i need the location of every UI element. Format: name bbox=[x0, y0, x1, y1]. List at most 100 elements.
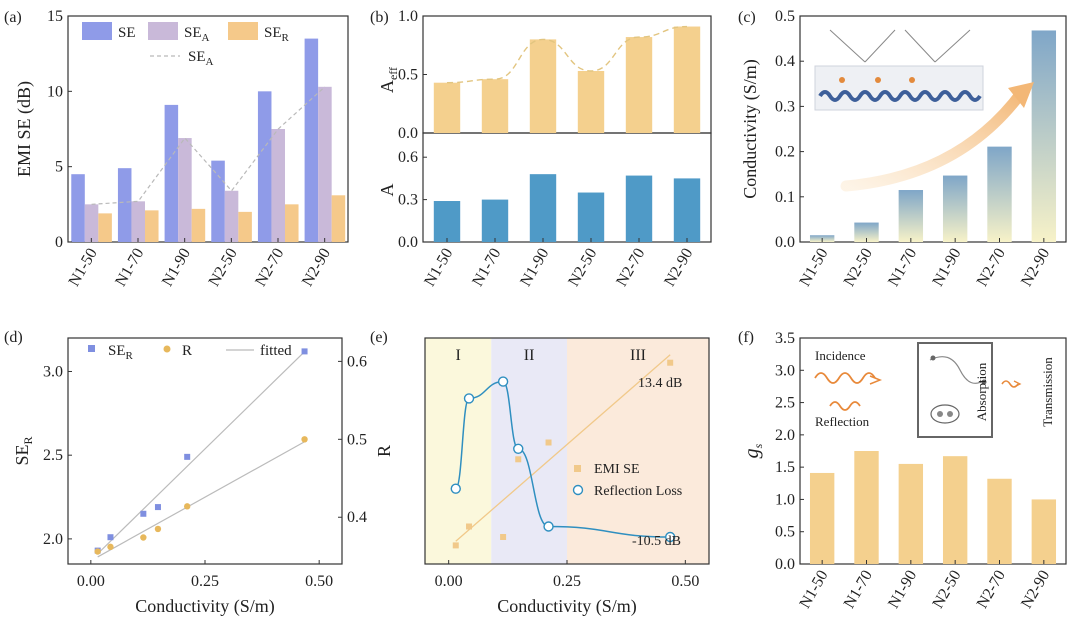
bar-a-eff bbox=[625, 37, 653, 134]
y-tick-label: 0.4 bbox=[775, 53, 795, 70]
panel-b-top-frame bbox=[422, 15, 712, 134]
region-label: III bbox=[630, 347, 646, 364]
panel-a-legend: SE SEA SER SEA bbox=[82, 22, 290, 68]
y-tick-label: 2.0 bbox=[43, 531, 63, 548]
point-r bbox=[107, 543, 114, 551]
point-emi-se bbox=[667, 359, 674, 366]
inset-carrier-1 bbox=[839, 77, 845, 83]
point-emi-se bbox=[515, 456, 522, 463]
bar-a bbox=[625, 175, 653, 242]
inset-ray-3 bbox=[904, 29, 936, 63]
inset-carrier-2 bbox=[875, 77, 881, 83]
bar-a bbox=[529, 174, 557, 242]
x-tick-label: N1-70 bbox=[885, 246, 920, 290]
x-tick-label: 0.00 bbox=[435, 573, 463, 590]
inset-fiber-chain bbox=[818, 90, 982, 102]
y-tick-label: 1.0 bbox=[775, 491, 795, 508]
region-1 bbox=[425, 338, 492, 564]
y-tick-label: 0.0 bbox=[775, 234, 795, 251]
inset-reflected-wave bbox=[829, 401, 861, 411]
panel-e-legend: EMI SE Reflection Loss bbox=[572, 462, 682, 499]
point-se-r bbox=[107, 534, 114, 541]
y-tick-label: 3.5 bbox=[775, 330, 795, 347]
bar-gs bbox=[1031, 499, 1057, 564]
y-tick-label: 2.5 bbox=[775, 395, 795, 412]
inset-ray-4 bbox=[934, 29, 971, 63]
legend-swatch-se-r bbox=[228, 22, 258, 40]
y-tick-label: 2.0 bbox=[775, 427, 795, 444]
point-emi-se bbox=[500, 534, 507, 540]
legend-marker-se-r bbox=[88, 345, 95, 352]
inset-label-absorption: Absorption bbox=[974, 362, 989, 421]
inset-incident-wave bbox=[814, 372, 876, 384]
panel-c-trend-arrow bbox=[840, 86, 1028, 192]
bar bbox=[164, 104, 179, 242]
panel-c-trend-arrow-head bbox=[1008, 82, 1034, 108]
panel-d-legend: SER R fitted bbox=[88, 343, 292, 362]
bar-gs bbox=[809, 472, 835, 564]
panel-label-b: (b) bbox=[370, 9, 389, 26]
bar bbox=[145, 210, 159, 242]
y-tick-label: 0.6 bbox=[398, 149, 418, 166]
x-tick-label: N1-50 bbox=[66, 246, 101, 290]
y-tick-label: 1.5 bbox=[775, 459, 795, 476]
x-tick-label: N2-90 bbox=[299, 246, 334, 290]
x-tick-label: 0.50 bbox=[671, 573, 699, 590]
bar-conductivity bbox=[987, 146, 1012, 242]
inset-substrate bbox=[814, 65, 984, 111]
panel-c: 0.0 0.1 0.2 0.3 0.4 0.5 N1-50 N2-50 N1-70 N1-90 N… bbox=[740, 8, 1067, 290]
y-tick-label: 0.0 bbox=[398, 234, 418, 251]
x-tick-label: N1-90 bbox=[159, 246, 194, 290]
x-tick-label: 0.50 bbox=[305, 573, 333, 590]
bar bbox=[98, 213, 112, 242]
x-tick-label: N1-50 bbox=[796, 246, 831, 290]
bar-gs bbox=[854, 451, 879, 564]
panel-d-y-axis-label: SER bbox=[12, 436, 35, 465]
inset-label-transmission: Transmission bbox=[1040, 357, 1055, 427]
y-tick-label: 0.2 bbox=[775, 144, 795, 161]
inset-label-incidence: Incidence bbox=[815, 348, 866, 363]
legend-label-se-r-d: SER bbox=[108, 343, 134, 362]
bar-gs bbox=[987, 478, 1012, 564]
x-tick-label: N2-90 bbox=[661, 246, 696, 290]
panel-label-f: (f) bbox=[738, 329, 754, 346]
point-r bbox=[94, 548, 101, 555]
panel-d-right-y-axis-label: R bbox=[374, 445, 394, 457]
bar bbox=[117, 168, 132, 242]
bar-conductivity bbox=[942, 175, 968, 242]
y-tick-label: 5 bbox=[55, 159, 63, 176]
panel-d: 2.0 2.5 3.0 0.4 0.5 0.6 0.00 0.25 0.50 SER R C… bbox=[12, 337, 394, 617]
bar-a-eff bbox=[673, 26, 701, 134]
inset-particle-2 bbox=[981, 379, 987, 385]
legend-marker-r bbox=[163, 345, 171, 353]
legend-swatch-se-a bbox=[148, 22, 178, 40]
x-tick-label: N2-70 bbox=[974, 568, 1009, 612]
inset-transmitted-arrow bbox=[1013, 380, 1022, 388]
panel-f: 0.0 0.5 1.0 1.5 2.0 2.5 3.0 3.5 N1-50 N1-70 N1-90… bbox=[741, 330, 1067, 612]
y-tick-label: 10 bbox=[47, 83, 63, 100]
bar bbox=[271, 129, 285, 242]
x-tick-label: N2-70 bbox=[974, 246, 1009, 290]
x-tick-label: N1-70 bbox=[112, 246, 147, 290]
point-reflection-loss bbox=[497, 376, 509, 387]
panel-e-annotation-minus-10-5-db: -10.5 dB bbox=[632, 534, 681, 549]
legend-label-se: SE bbox=[118, 25, 136, 41]
panel-b-bottom-frame bbox=[422, 132, 712, 243]
region-label: II bbox=[524, 347, 535, 364]
panel-label-a: (a) bbox=[4, 9, 22, 26]
point-se-r bbox=[154, 504, 161, 511]
bar bbox=[331, 195, 346, 242]
y-tick-label: 15 bbox=[47, 8, 63, 25]
x-tick-label: N1-70 bbox=[469, 246, 504, 290]
bar-a-eff bbox=[529, 39, 557, 133]
x-tick-label: N1-90 bbox=[929, 246, 964, 290]
inset-incident-arrow bbox=[869, 375, 883, 385]
y-tick-label: 0 bbox=[55, 234, 63, 251]
point-r bbox=[301, 436, 308, 443]
legend-label-se-a: SEA bbox=[184, 25, 210, 44]
x-tick-label: N2-50 bbox=[929, 568, 964, 612]
bar-a-eff bbox=[577, 70, 605, 133]
point-r bbox=[183, 503, 191, 510]
inset-label-reflection: Reflection bbox=[815, 414, 870, 429]
point-reflection-loss bbox=[664, 531, 676, 543]
